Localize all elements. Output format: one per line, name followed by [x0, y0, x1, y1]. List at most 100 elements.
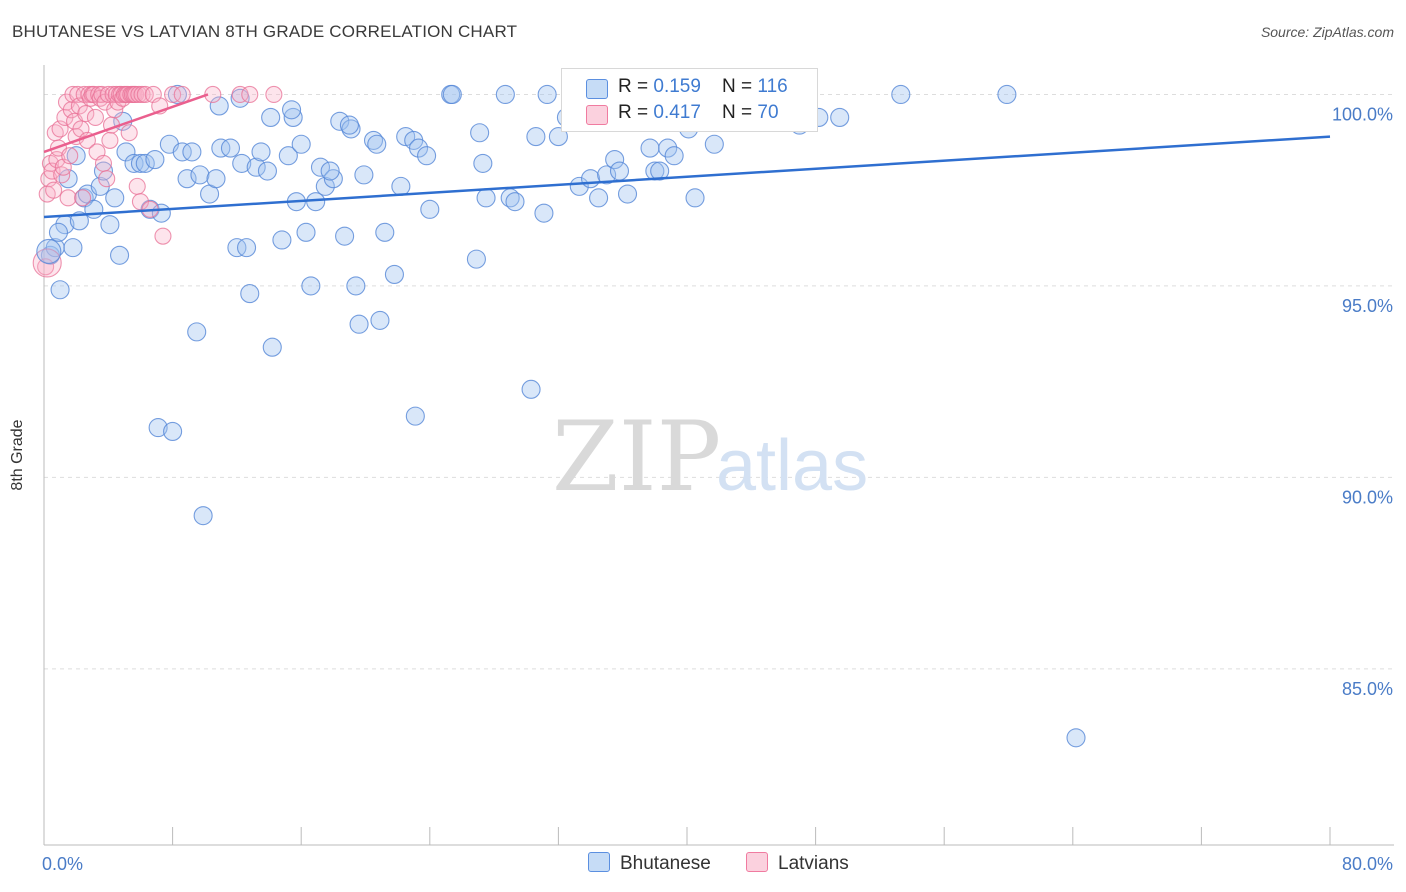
point-latvians: [94, 154, 113, 172]
point-bhutanese: [310, 157, 331, 177]
point-bhutanese: [100, 215, 120, 235]
point-bhutanese: [704, 134, 724, 154]
point-bhutanese: [526, 127, 546, 147]
point-bhutanese: [495, 84, 515, 105]
point-bhutanese: [346, 276, 366, 296]
point-bhutanese: [537, 84, 557, 105]
point-bhutanese: [182, 142, 202, 162]
point-bhutanese: [997, 84, 1017, 105]
point-latvians: [74, 189, 92, 207]
point-bhutanese: [232, 153, 252, 173]
point-bhutanese: [278, 146, 298, 166]
point-bhutanese: [658, 138, 678, 158]
x-tick-label: 80.0%: [1342, 854, 1393, 874]
point-bhutanese: [375, 222, 395, 242]
point-bhutanese: [50, 280, 70, 300]
point-bhutanese: [420, 199, 440, 219]
point-bhutanese: [470, 123, 490, 143]
x-tick-label: 0.0%: [42, 854, 83, 874]
y-tick-label: 90.0%: [1342, 487, 1393, 507]
point-bhutanese: [363, 130, 384, 150]
point-bhutanese: [569, 176, 589, 196]
gridlines: [44, 93, 1394, 670]
point-bhutanese: [36, 238, 62, 265]
point-bhutanese: [417, 146, 437, 166]
point-latvians: [128, 177, 146, 195]
point-bhutanese: [320, 161, 340, 181]
point-bhutanese: [163, 421, 183, 441]
point-bhutanese: [148, 418, 168, 438]
point-bhutanese: [69, 211, 89, 231]
tick-labels: 100.0% 95.0% 90.0% 85.0% 0.0% 80.0%: [42, 104, 1393, 874]
point-bhutanese: [466, 249, 486, 269]
point-bhutanese: [193, 506, 213, 526]
legend-r-label: R =: [618, 76, 654, 97]
legend-n-label: N =: [722, 102, 758, 123]
point-bhutanese: [190, 165, 210, 185]
legend-n-value-bhutanese: 116: [757, 76, 788, 97]
point-latvians: [173, 85, 191, 104]
point-bhutanese: [236, 238, 257, 258]
watermark-atlas: atlas: [716, 426, 868, 506]
point-bhutanese: [251, 142, 271, 162]
point-bhutanese: [335, 226, 355, 246]
point-bhutanese: [246, 157, 266, 177]
point-bhutanese: [301, 276, 321, 296]
point-bhutanese: [323, 169, 343, 189]
point-bhutanese: [521, 379, 541, 399]
point-bhutanese: [505, 192, 525, 212]
point-bhutanese: [605, 150, 625, 170]
point-bhutanese: [367, 134, 387, 154]
legend-n-value-latvians: 70: [757, 102, 779, 123]
point-latvians: [265, 85, 283, 104]
point-bhutanese: [830, 107, 850, 127]
point-latvians: [77, 105, 95, 123]
point-bhutanese: [370, 310, 390, 330]
point-latvians: [101, 131, 119, 149]
y-tick-label: 85.0%: [1342, 679, 1393, 699]
trend-lines: [43, 93, 1331, 219]
point-bhutanese: [130, 153, 150, 173]
point-bhutanese: [685, 188, 705, 208]
point-bhutanese: [272, 230, 292, 250]
point-bhutanese: [291, 134, 311, 154]
point-bhutanese: [48, 222, 69, 242]
point-bhutanese: [408, 138, 429, 158]
legend-n-label: N =: [722, 76, 758, 97]
chart-title: BHUTANESE VS LATVIAN 8TH GRADE CORRELATI…: [12, 22, 518, 41]
point-bhutanese: [640, 138, 660, 158]
point-bhutanese: [354, 165, 374, 185]
point-bhutanese: [306, 192, 326, 212]
point-bhutanese: [282, 100, 302, 120]
legend-swatch-bhutanese: [586, 79, 608, 99]
point-bhutanese: [330, 111, 350, 131]
point-bhutanese: [177, 169, 197, 189]
point-bhutanese: [580, 169, 601, 189]
point-bhutanese: [116, 142, 136, 162]
watermark-zip: ZIP: [552, 401, 721, 513]
point-bhutanese: [220, 138, 241, 158]
point-bhutanese: [110, 245, 130, 265]
point-bhutanese: [384, 264, 404, 284]
point-bhutanese: [650, 161, 670, 181]
point-bhutanese: [172, 142, 192, 162]
point-bhutanese: [227, 238, 247, 258]
point-bhutanese: [135, 153, 155, 173]
bottom-legend-swatch-bhutanese: [588, 852, 610, 872]
point-bhutanese: [105, 188, 125, 208]
point-bhutanese: [240, 284, 260, 304]
point-bhutanese: [473, 153, 493, 173]
point-bhutanese: [167, 84, 187, 105]
point-bhutanese: [548, 127, 568, 147]
point-bhutanese: [589, 188, 609, 208]
axes: [43, 65, 1394, 846]
point-latvians: [98, 170, 116, 188]
bottom-legend-label-bhutanese: Bhutanese: [620, 853, 711, 874]
point-bhutanese: [597, 165, 617, 185]
point-bhutanese: [534, 203, 554, 223]
point-latvians: [231, 85, 249, 104]
point-bhutanese: [391, 176, 411, 196]
point-bhutanese: [209, 96, 229, 116]
point-bhutanese: [442, 84, 462, 105]
point-bhutanese: [145, 150, 165, 170]
